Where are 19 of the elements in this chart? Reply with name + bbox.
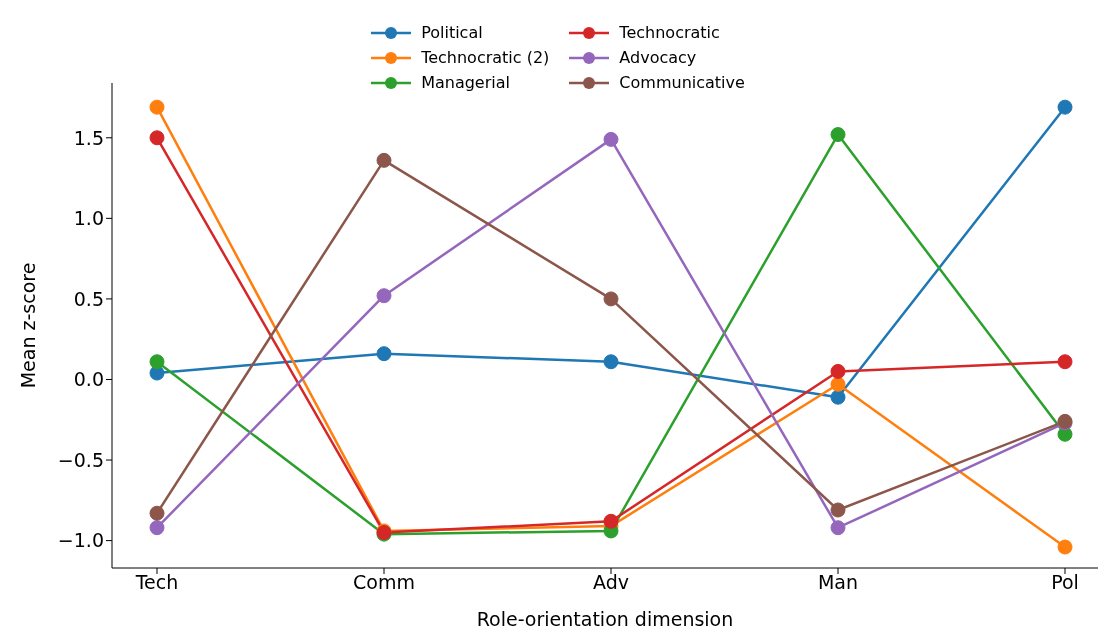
y-tick-label: −1.0 [57,529,104,552]
legend-label: Technocratic [619,23,720,42]
y-tick-label: 1.5 [73,126,104,149]
legend-label: Advocacy [619,48,697,67]
legend-label: Managerial [421,73,510,92]
x-tick-label: Tech [134,571,179,594]
legend-label: Political [421,23,483,42]
y-tick-label: −0.5 [57,448,104,471]
x-tick-label: Man [817,571,859,594]
y-tick-label: 0.0 [73,368,104,391]
legend-label: Technocratic (2) [421,48,550,67]
x-tick-label: Pol [1051,571,1079,594]
y-axis-title: Mean z-score [16,262,39,389]
x-tick-label: Comm [353,571,415,594]
y-tick-label: 1.0 [73,207,104,230]
x-tick-label: Adv [593,571,629,594]
legend-label: Communicative [619,73,745,92]
y-tick-label: 0.5 [73,287,104,310]
x-axis-title: Role-orientation dimension [476,608,734,630]
